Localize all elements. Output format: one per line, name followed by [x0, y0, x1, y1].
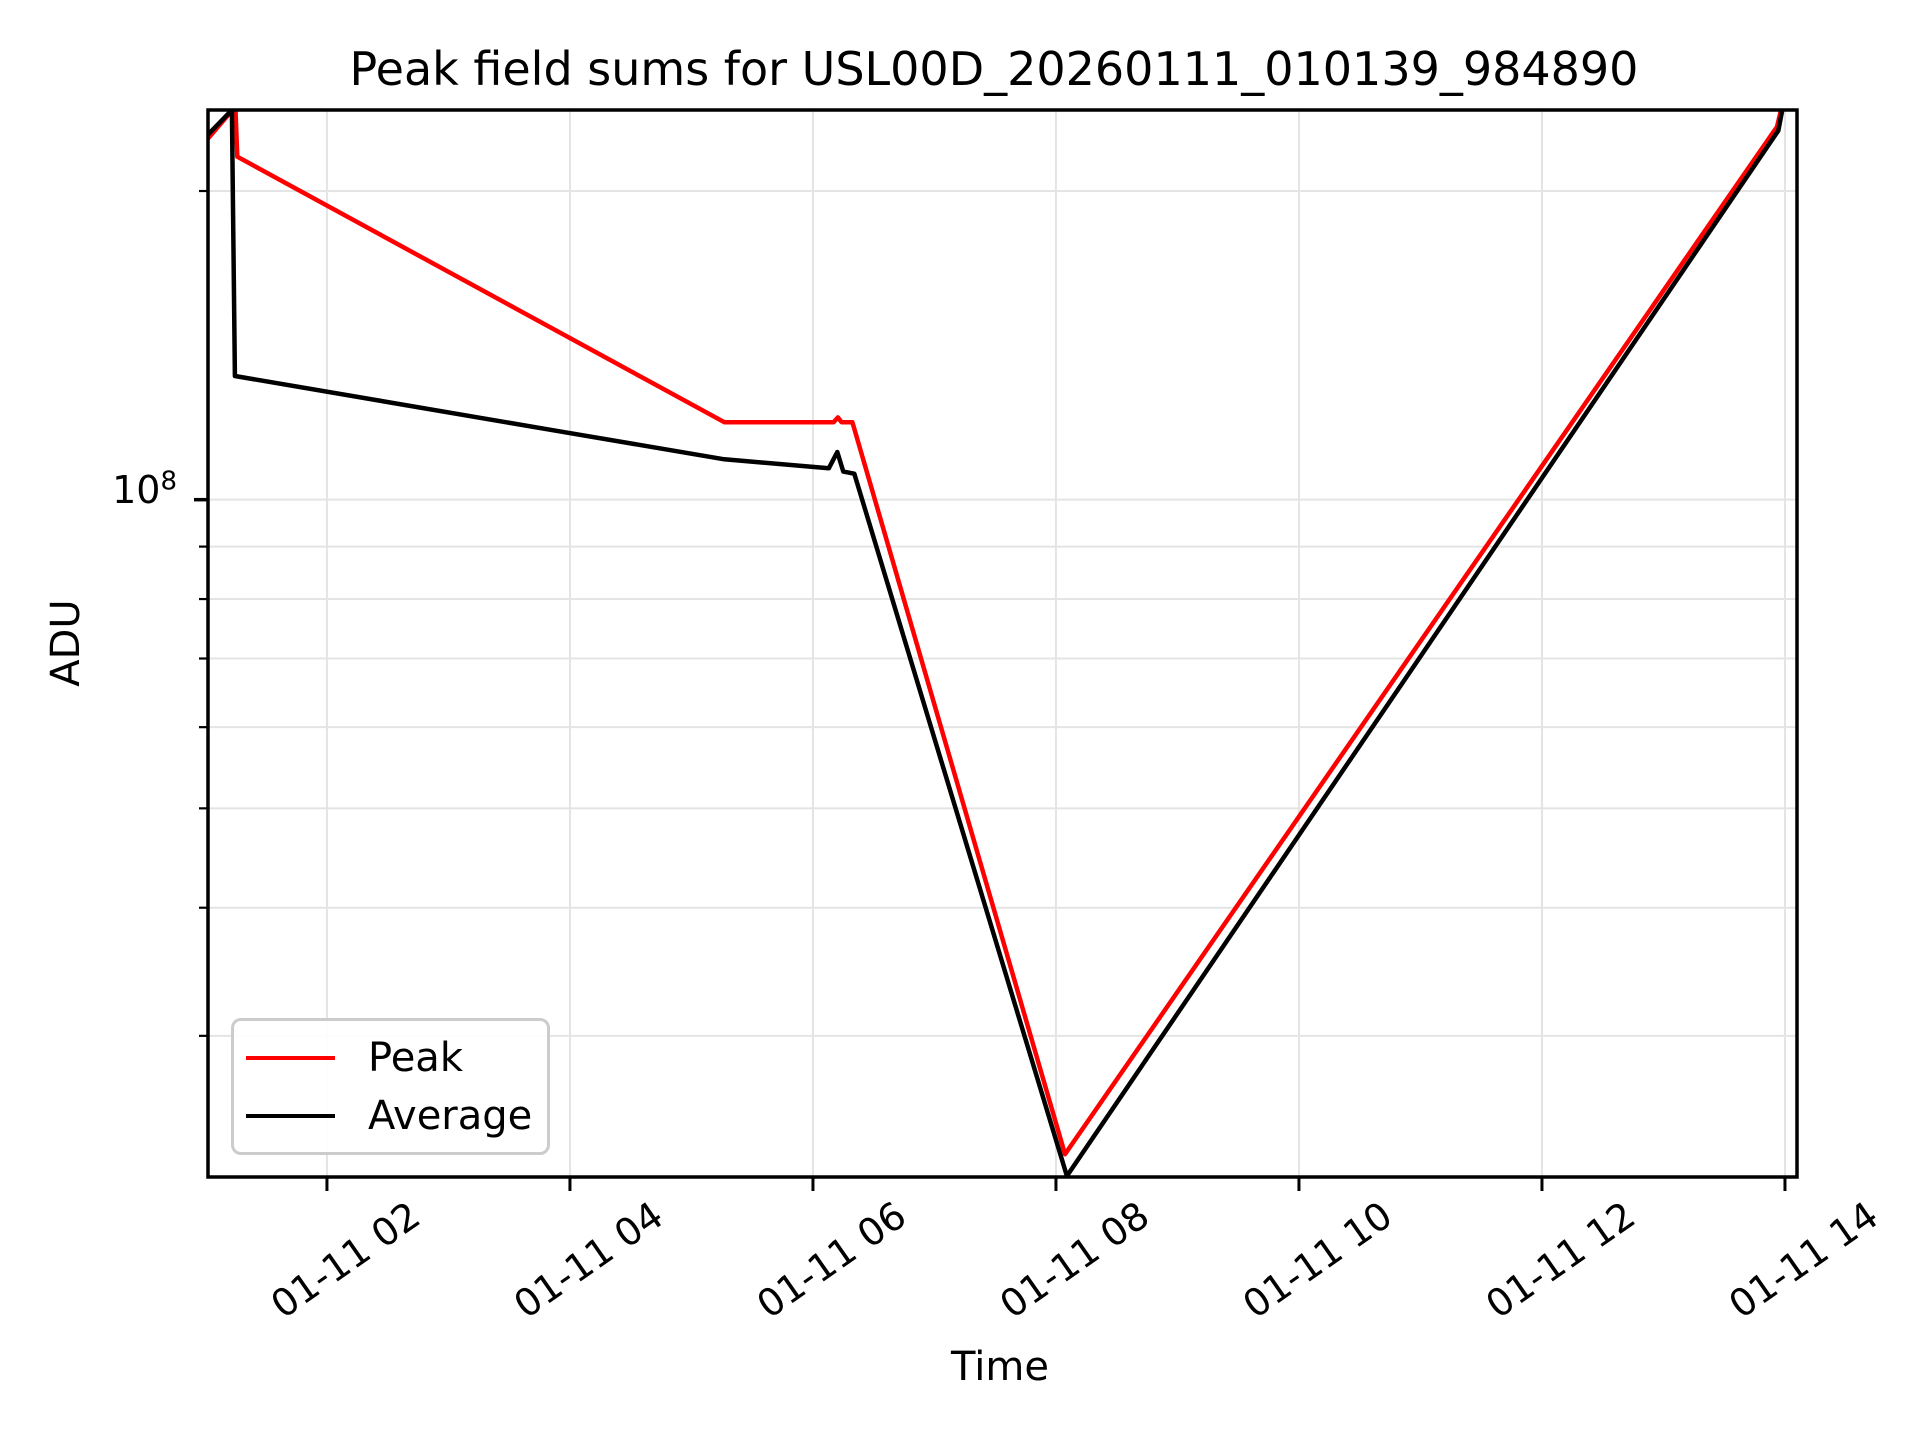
gridlines: [208, 110, 1797, 1177]
y-axis-label: ADU: [43, 599, 89, 687]
legend-entry-average: Average: [246, 1096, 547, 1136]
chart-title: Peak field sums for USL00D_20260111_0101…: [349, 42, 1639, 96]
legend: Peak Average: [231, 1018, 550, 1155]
data-series: [208, 110, 1785, 1177]
axes-spines: [206, 108, 1799, 1179]
y-tick-exponent: 8: [160, 466, 177, 497]
y-tick-label-1e8: 108: [112, 468, 177, 512]
series-line-average: [208, 110, 1785, 1177]
legend-entry-peak: Peak: [246, 1038, 547, 1078]
y-tick-base: 10: [112, 468, 161, 512]
legend-label-average: Average: [368, 1092, 533, 1139]
legend-label-peak: Peak: [368, 1034, 463, 1081]
legend-line-average: [246, 1113, 335, 1118]
legend-line-peak: [246, 1055, 335, 1060]
series-line-peak: [208, 110, 1784, 1157]
x-axis-label: Time: [951, 1344, 1049, 1390]
